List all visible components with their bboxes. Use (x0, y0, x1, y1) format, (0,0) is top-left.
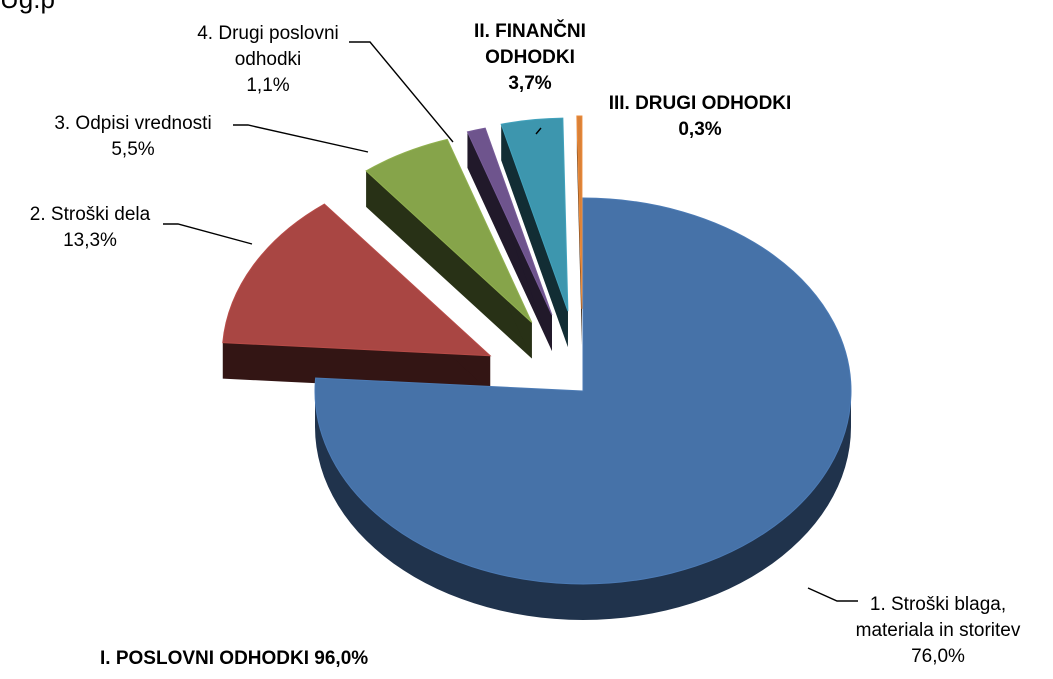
slice-4 (466, 127, 553, 316)
label-slice-4: 4. Drugi poslovni odhodki 1,1% (197, 23, 339, 96)
group-label-poslovni: I. POSLOVNI ODHODKI 96,0% (100, 648, 369, 669)
label-slice-3: 3. Odpisi vrednosti 5,5% (54, 113, 212, 160)
leader-lines (163, 41, 858, 602)
slice-3 (365, 138, 533, 323)
slice-2 (222, 203, 492, 357)
leader-line-4 (349, 41, 454, 143)
slice-1-front-wall (315, 391, 851, 620)
slice-3-edge-wall (366, 170, 532, 359)
slice-tops (222, 115, 852, 585)
label-slice-5: II. FINANČNI ODHODKI 3,7% (474, 21, 586, 94)
label-slice-2: 2. Stroški dela 13,3% (29, 204, 151, 251)
slice-1 (314, 197, 852, 585)
slice-5 (500, 117, 569, 312)
slice-6 (576, 115, 583, 309)
slice-2-edge-wall (222, 342, 491, 392)
label-slice-1: 1. Stroški blaga, materiala in storitev … (855, 594, 1021, 667)
label-slice-6: III. DRUGI ODHODKI 0,3% (608, 93, 792, 140)
leader-line-2 (163, 223, 253, 245)
leader-line-5 (535, 127, 542, 135)
leader-line-3 (233, 124, 369, 153)
clipped-title-fragment: Ug.p (0, 0, 70, 20)
leader-line-1 (807, 587, 858, 602)
slice-5-edge-wall (501, 124, 568, 348)
slice-4-edge-wall (467, 131, 552, 352)
